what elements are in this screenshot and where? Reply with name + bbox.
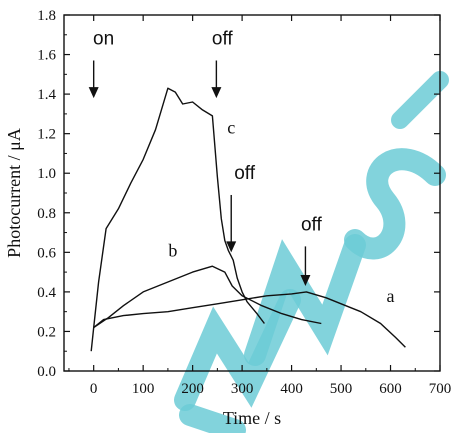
annotation-on: on bbox=[93, 29, 114, 50]
on-off-annotations: on off off off bbox=[88, 29, 323, 286]
watermark-stroke bbox=[391, 71, 449, 129]
x-tick-label: 400 bbox=[280, 381, 303, 397]
x-tick-label: 700 bbox=[429, 381, 452, 397]
watermark-stroke bbox=[179, 404, 246, 433]
x-tick-label: 300 bbox=[231, 381, 254, 397]
x-tick-label: 500 bbox=[330, 381, 353, 397]
series-line-b bbox=[93, 265, 322, 329]
y-tick-label: 0.0 bbox=[37, 364, 56, 380]
y-tick-label: 0.8 bbox=[37, 206, 56, 222]
y-tick-label: 0.6 bbox=[37, 245, 56, 261]
curve-label-c: c bbox=[227, 118, 235, 138]
y-tick-label: 1.8 bbox=[37, 8, 56, 24]
curve-label-a: a bbox=[387, 286, 395, 306]
annotation-off: off bbox=[212, 29, 234, 50]
arrow-head bbox=[88, 87, 99, 99]
y-tick-label: 1.4 bbox=[37, 87, 56, 103]
y-tick-label: 0.2 bbox=[37, 324, 56, 340]
x-tick-label: 0 bbox=[90, 381, 98, 397]
series-lines bbox=[90, 87, 406, 352]
y-axis-title: Photocurrent / μA bbox=[4, 128, 24, 258]
watermark bbox=[174, 71, 449, 433]
watermark-stroke bbox=[344, 148, 446, 260]
y-tick-label: 0.4 bbox=[37, 285, 56, 301]
x-axis-title: Time / s bbox=[223, 408, 281, 428]
x-tick-label: 600 bbox=[379, 381, 402, 397]
curve-labels: a b c bbox=[168, 118, 394, 306]
annotation-off: off bbox=[301, 215, 323, 236]
annotation-off: off bbox=[234, 163, 256, 184]
y-tick-label: 1.6 bbox=[37, 48, 56, 64]
axis-tick-labels: 0 100 200 300 400 500 600 700 0.0 0.2 0.4 0.6 0.8 1.0… bbox=[37, 8, 451, 397]
watermark-stroke bbox=[244, 234, 366, 366]
curve-label-b: b bbox=[168, 240, 177, 260]
y-tick-label: 1.2 bbox=[37, 127, 56, 143]
series-line-a bbox=[93, 291, 406, 348]
arrow-head bbox=[300, 274, 311, 286]
x-tick-label: 100 bbox=[132, 381, 155, 397]
arrow-head bbox=[211, 87, 222, 99]
x-tick-label: 200 bbox=[181, 381, 204, 397]
arrow-head bbox=[226, 241, 237, 253]
y-tick-label: 1.0 bbox=[37, 166, 56, 182]
series-line-c bbox=[90, 87, 265, 352]
axis-ticks bbox=[64, 14, 441, 372]
